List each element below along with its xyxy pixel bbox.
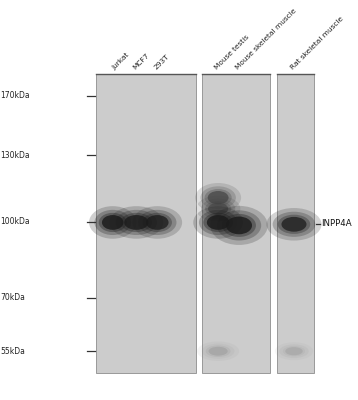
Text: Mouse skeletal muscle: Mouse skeletal muscle	[235, 8, 298, 71]
Ellipse shape	[95, 210, 131, 235]
Text: 55kDa: 55kDa	[1, 347, 25, 356]
Ellipse shape	[202, 344, 234, 359]
Ellipse shape	[89, 206, 136, 239]
Ellipse shape	[203, 213, 233, 232]
FancyBboxPatch shape	[203, 74, 270, 374]
Text: Jurkat: Jurkat	[111, 51, 131, 71]
Ellipse shape	[209, 347, 228, 356]
FancyBboxPatch shape	[277, 74, 314, 374]
Ellipse shape	[222, 214, 256, 237]
Text: Rat skeletal muscle: Rat skeletal muscle	[290, 16, 345, 71]
Ellipse shape	[138, 210, 176, 235]
Ellipse shape	[99, 213, 127, 232]
Ellipse shape	[201, 199, 235, 219]
Ellipse shape	[278, 215, 310, 234]
Ellipse shape	[196, 196, 240, 222]
Ellipse shape	[197, 342, 239, 361]
Ellipse shape	[121, 213, 152, 232]
Ellipse shape	[208, 191, 228, 204]
Ellipse shape	[204, 189, 232, 206]
Ellipse shape	[146, 215, 169, 230]
Ellipse shape	[281, 217, 306, 232]
Ellipse shape	[285, 347, 303, 355]
Ellipse shape	[200, 186, 236, 209]
Ellipse shape	[199, 210, 237, 235]
Text: 100kDa: 100kDa	[1, 217, 30, 226]
Ellipse shape	[102, 215, 124, 230]
Ellipse shape	[275, 342, 313, 360]
Ellipse shape	[283, 346, 305, 356]
Ellipse shape	[273, 212, 315, 237]
Text: 293T: 293T	[153, 53, 170, 71]
Ellipse shape	[206, 346, 231, 357]
Text: 170kDa: 170kDa	[1, 92, 30, 100]
Ellipse shape	[279, 344, 309, 358]
Ellipse shape	[193, 206, 243, 239]
Ellipse shape	[266, 208, 321, 240]
Text: Mouse testis: Mouse testis	[214, 34, 251, 71]
Ellipse shape	[110, 206, 163, 239]
Ellipse shape	[142, 213, 172, 232]
FancyBboxPatch shape	[96, 74, 195, 374]
Ellipse shape	[207, 215, 229, 230]
Ellipse shape	[226, 216, 252, 234]
Ellipse shape	[205, 201, 231, 216]
Ellipse shape	[195, 183, 241, 212]
Ellipse shape	[132, 206, 182, 239]
Ellipse shape	[217, 210, 261, 240]
Ellipse shape	[116, 210, 157, 235]
Text: MCF7: MCF7	[132, 52, 151, 71]
Ellipse shape	[208, 203, 228, 215]
Ellipse shape	[124, 215, 149, 230]
Text: 70kDa: 70kDa	[1, 293, 25, 302]
Text: 130kDa: 130kDa	[1, 151, 30, 160]
Text: INPP4A: INPP4A	[321, 219, 352, 228]
Ellipse shape	[210, 206, 268, 245]
